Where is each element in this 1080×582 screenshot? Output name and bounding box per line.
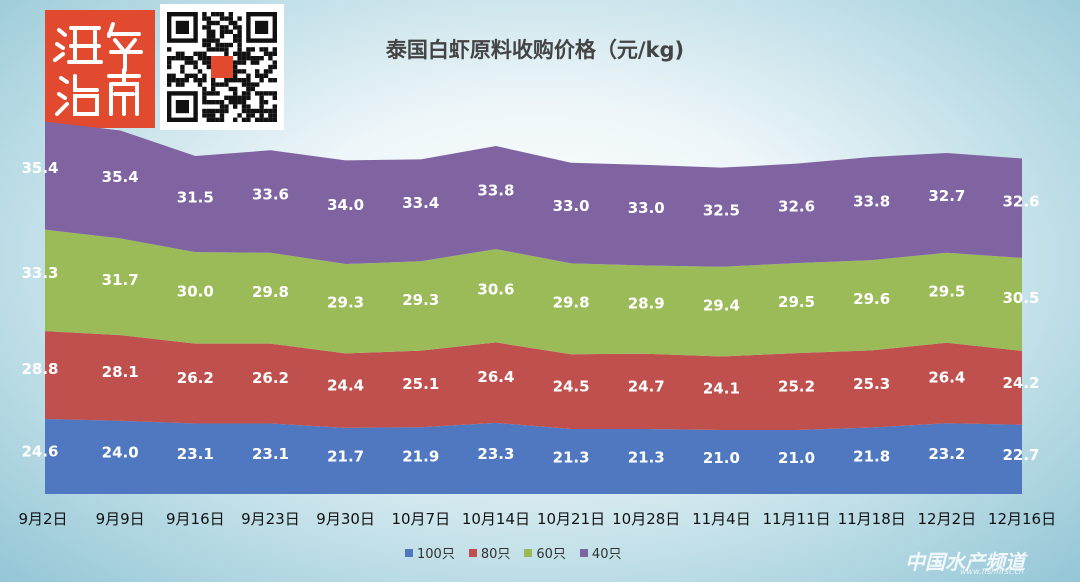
data-label: 32.6 — [1002, 192, 1039, 210]
data-label: 24.5 — [553, 378, 590, 396]
data-label: 21.0 — [703, 449, 740, 467]
data-label: 21.3 — [553, 448, 590, 466]
data-label: 33.8 — [853, 192, 890, 210]
data-label: 28.1 — [102, 363, 139, 381]
data-label: 30.5 — [1002, 289, 1039, 307]
data-label: 25.3 — [853, 375, 890, 393]
data-label: 32.6 — [778, 197, 815, 215]
x-tick-label: 12月16日 — [988, 510, 1056, 528]
data-label: 30.6 — [477, 280, 514, 298]
data-label: 24.4 — [327, 377, 364, 395]
legend-item: 60只 — [524, 543, 566, 562]
x-tick-label: 9月9日 — [96, 510, 145, 528]
x-tick-label: 10月14日 — [462, 510, 530, 528]
series-area-100只 — [45, 418, 1022, 494]
data-label: 31.5 — [177, 188, 214, 206]
x-tick-label: 9月16日 — [166, 510, 225, 528]
legend-item: 100只 — [405, 543, 455, 562]
x-tick-label: 11月4日 — [692, 510, 751, 528]
data-label: 28.8 — [21, 360, 58, 378]
legend-label: 100只 — [417, 547, 455, 562]
data-label: 30.0 — [177, 283, 214, 301]
data-label: 21.8 — [853, 447, 890, 465]
data-label: 32.5 — [703, 201, 740, 219]
x-tick-label: 9月2日 — [18, 510, 67, 528]
data-label: 29.5 — [928, 283, 965, 301]
data-label: 34.0 — [327, 196, 364, 214]
series-area-80只 — [45, 331, 1022, 430]
data-label: 29.6 — [853, 290, 890, 308]
data-label: 25.2 — [778, 377, 815, 395]
data-label: 21.9 — [402, 447, 439, 465]
data-label: 26.4 — [928, 369, 965, 387]
x-tick-label: 10月21日 — [537, 510, 605, 528]
data-label: 25.1 — [402, 375, 439, 393]
legend-swatch — [405, 548, 413, 557]
data-label: 23.1 — [252, 445, 289, 463]
data-label: 23.3 — [477, 445, 514, 463]
data-label: 29.8 — [252, 283, 289, 301]
x-tick-label: 11月11日 — [762, 510, 830, 528]
legend-item: 40只 — [579, 543, 622, 562]
watermark-url: www.fishfirst.cn — [960, 567, 1024, 576]
data-label: 33.6 — [252, 185, 289, 203]
data-label: 33.8 — [477, 181, 514, 199]
data-label: 35.4 — [21, 159, 58, 177]
data-label: 24.6 — [21, 442, 58, 460]
legend-label: 60只 — [536, 547, 566, 562]
data-label: 24.1 — [703, 379, 740, 397]
data-label: 33.0 — [628, 199, 665, 217]
watermark-text: 中国水产频道 — [905, 550, 1025, 574]
x-tick-label: 9月30日 — [316, 510, 375, 528]
data-label: 29.5 — [778, 293, 815, 311]
data-label: 24.0 — [102, 444, 139, 462]
data-label: 29.3 — [327, 294, 364, 312]
data-label: 33.4 — [402, 194, 439, 212]
data-label: 22.7 — [1002, 446, 1039, 464]
data-label: 23.1 — [177, 445, 214, 463]
data-label: 28.9 — [628, 295, 665, 313]
data-label: 33.0 — [553, 197, 590, 215]
x-tick-label: 10月28日 — [612, 510, 680, 528]
data-label: 23.2 — [928, 445, 965, 463]
legend-item: 80只 — [468, 543, 511, 562]
x-tick-label: 10月7日 — [391, 510, 450, 528]
data-label: 21.3 — [628, 448, 665, 466]
data-label: 26.2 — [252, 369, 289, 387]
data-label: 26.4 — [477, 368, 514, 386]
data-label: 21.0 — [778, 449, 815, 467]
data-label: 29.3 — [402, 291, 439, 309]
data-label: 35.4 — [102, 168, 139, 186]
x-tick-label: 9月23日 — [241, 510, 300, 528]
x-tick-label: 11月18日 — [838, 510, 906, 528]
data-label: 33.3 — [21, 264, 58, 282]
qr-center-logo — [211, 56, 233, 78]
x-tick-label: 12月2日 — [918, 510, 977, 528]
chart-title: 泰国白虾原料收购价格（元/kg) — [385, 38, 685, 62]
legend-swatch — [524, 548, 533, 557]
chart-legend: 100只 80只 60只 40只 — [405, 543, 621, 562]
data-label: 24.2 — [1002, 374, 1039, 392]
legend-label: 40只 — [591, 547, 622, 562]
brand-logo: 海 鲜 指 南 — [45, 10, 155, 128]
qr-code[interactable] — [160, 4, 284, 130]
legend-label: 80只 — [480, 547, 511, 562]
data-label: 21.7 — [327, 448, 364, 466]
data-label: 32.7 — [928, 187, 965, 205]
data-label: 26.2 — [177, 369, 214, 387]
data-label: 31.7 — [102, 271, 139, 289]
data-label: 24.7 — [628, 377, 665, 395]
data-label: 29.4 — [703, 296, 740, 314]
series-area-40只 — [45, 121, 1022, 267]
legend-swatch — [468, 548, 477, 557]
data-label: 29.8 — [553, 294, 590, 312]
legend-swatch — [579, 548, 588, 557]
series-area-60只 — [45, 229, 1022, 357]
